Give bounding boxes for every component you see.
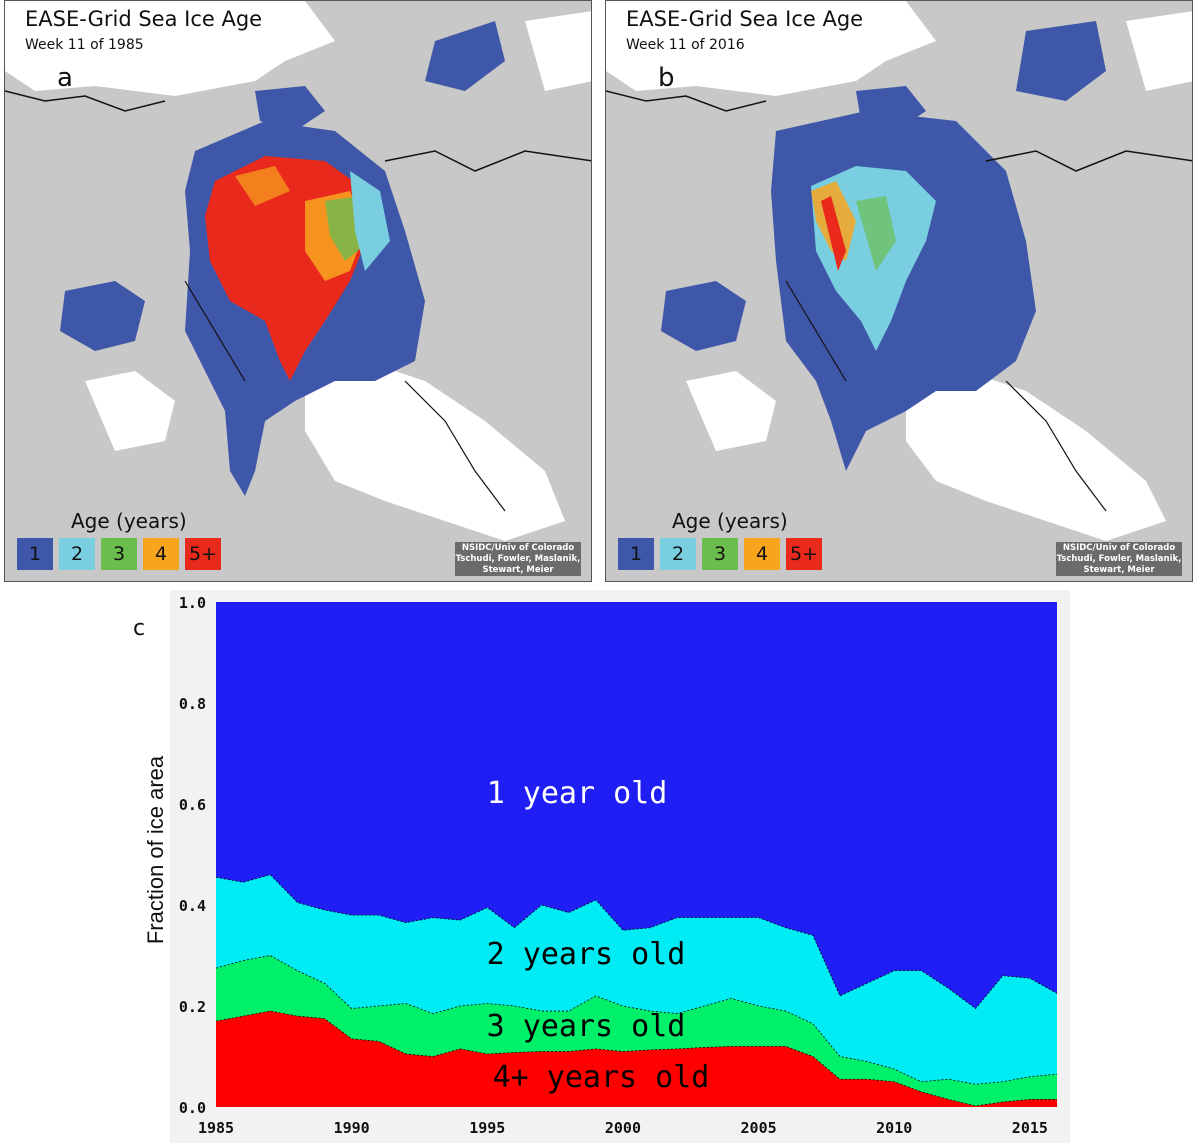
- legend-swatch-1: 1: [618, 538, 654, 570]
- x-tick-label: 2015: [1012, 1119, 1048, 1137]
- area-2yr-boundary: [215, 874, 1058, 1010]
- credit-line-2: Tschudi, Fowler, Maslanik,: [1056, 554, 1182, 564]
- area-label-3yr: 3 years old: [487, 1009, 686, 1044]
- panel-label-a: a: [57, 63, 73, 93]
- y-tick-label: 0.2: [179, 998, 206, 1016]
- y-axis-label: Fraction of ice area: [143, 755, 168, 944]
- credit-line-3: Stewart, Meier: [1083, 565, 1155, 575]
- y-tick-label: 0.8: [179, 695, 206, 713]
- legend-title: Age (years): [71, 509, 187, 533]
- area-4yr-plus: [216, 1011, 1057, 1107]
- credit-line-1: NSIDC/Univ of Colorado: [461, 543, 575, 553]
- y-tick-label: 0.4: [179, 897, 206, 915]
- map-panel-a: EASE-Grid Sea Ice Age Week 11 of 1985 a …: [4, 0, 592, 582]
- area-3yr-boundary: [215, 955, 1058, 1085]
- area-4yr-plus-boundary: [215, 1010, 1057, 1107]
- legend-swatch-1: 1: [17, 538, 53, 570]
- credit-box: NSIDC/Univ of Colorado Tschudi, Fowler, …: [1056, 542, 1182, 576]
- y-tick-label: 1.0: [179, 594, 206, 612]
- credit-line-3: Stewart, Meier: [482, 565, 554, 575]
- arctic-map-1985: [5, 1, 591, 581]
- legend-title: Age (years): [672, 509, 788, 533]
- map-week: Week 11 of 1985: [25, 37, 144, 53]
- legend-swatch-2: 2: [59, 538, 95, 570]
- legend-swatch-5: 5+: [185, 538, 221, 570]
- map-title: EASE-Grid Sea Ice Age: [626, 7, 864, 31]
- x-tick-label: 1995: [469, 1119, 505, 1137]
- map-week: Week 11 of 2016: [626, 37, 745, 53]
- legend-swatch-4: 4: [143, 538, 179, 570]
- area-label-1yr: 1 year old: [487, 776, 668, 811]
- y-tick-label: 0.6: [179, 796, 206, 814]
- legend-swatch-3: 3: [101, 538, 137, 570]
- x-tick-label: 2010: [876, 1119, 912, 1137]
- y-tick-label: 0.0: [179, 1099, 206, 1117]
- age-legend: 1 2 3 4 5+: [618, 538, 822, 570]
- x-tick-label: 2005: [741, 1119, 777, 1137]
- area-label-4yr: 4+ years old: [493, 1060, 710, 1095]
- arctic-map-2016: [606, 1, 1192, 581]
- panel-label-c: c: [133, 616, 146, 641]
- credit-line-1: NSIDC/Univ of Colorado: [1062, 543, 1176, 553]
- x-tick-label: 1985: [198, 1119, 234, 1137]
- x-tick-label: 1990: [334, 1119, 370, 1137]
- legend-swatch-5: 5+: [786, 538, 822, 570]
- legend-swatch-4: 4: [744, 538, 780, 570]
- legend-swatch-2: 2: [660, 538, 696, 570]
- legend-swatch-3: 3: [702, 538, 738, 570]
- area-label-2yr: 2 years old: [487, 937, 686, 972]
- map-panel-b: EASE-Grid Sea Ice Age Week 11 of 2016 b …: [605, 0, 1193, 582]
- map-title: EASE-Grid Sea Ice Age: [25, 7, 263, 31]
- credit-line-2: Tschudi, Fowler, Maslanik,: [455, 554, 581, 564]
- credit-box: NSIDC/Univ of Colorado Tschudi, Fowler, …: [455, 542, 581, 576]
- age-legend: 1 2 3 4 5+: [17, 538, 221, 570]
- panel-label-b: b: [658, 63, 675, 93]
- ice-age-fraction-chart: 0.0 0.2 0.4 0.6 0.8 1.0 1985 1990 1995 2000 2005 2…: [143, 590, 1070, 1143]
- x-tick-label: 2000: [605, 1119, 641, 1137]
